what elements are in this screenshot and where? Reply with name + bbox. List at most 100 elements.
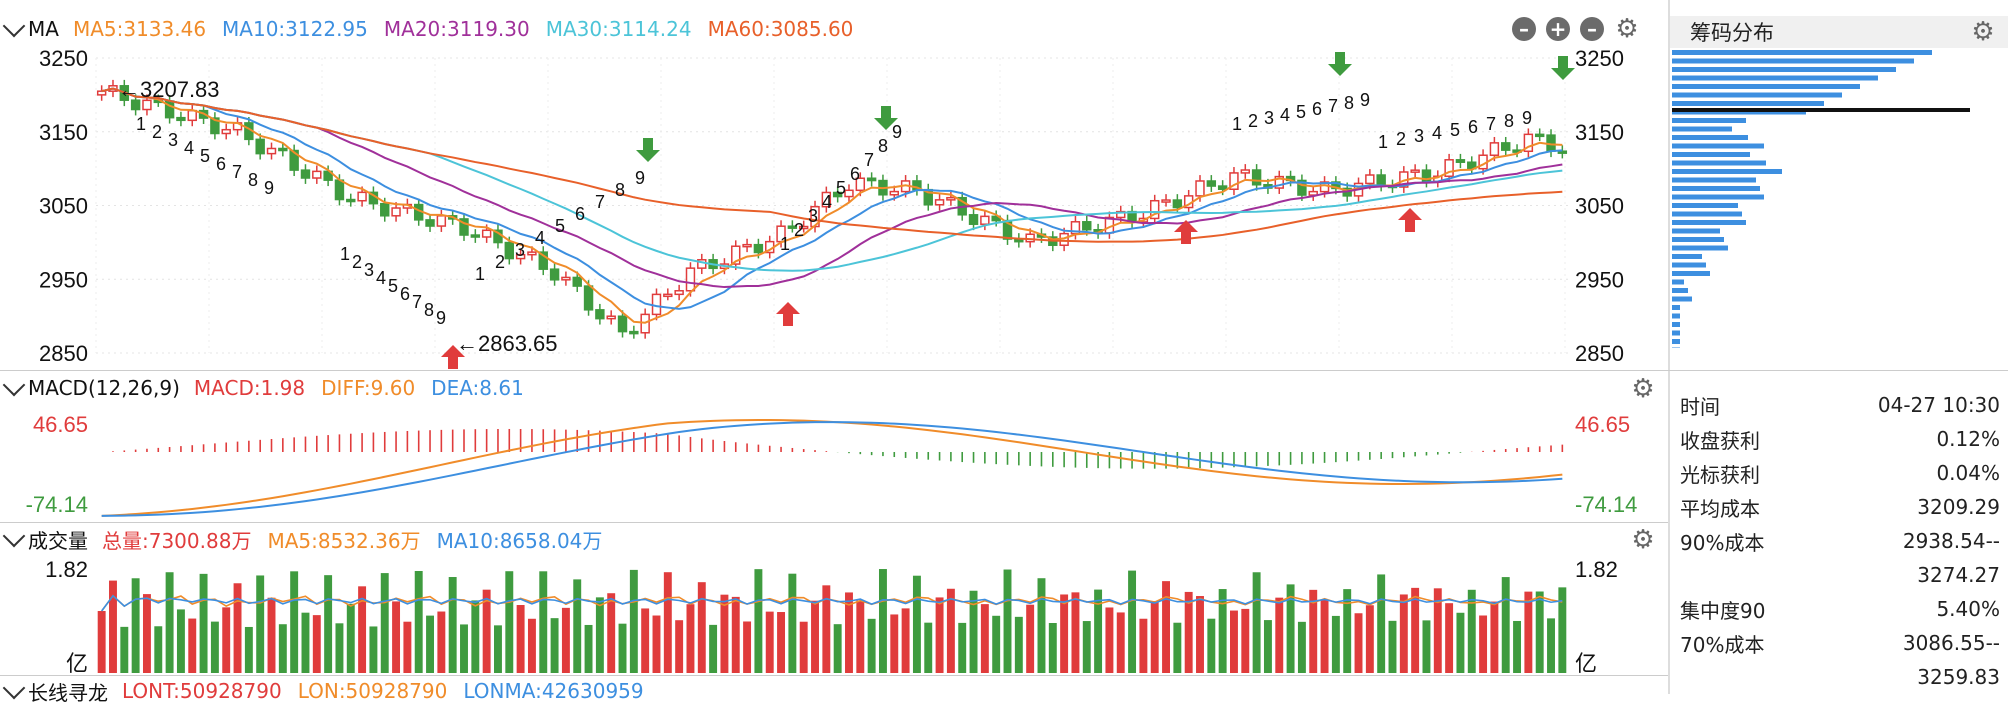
chip-bar [1672, 143, 1764, 149]
volume-bar [1309, 589, 1318, 673]
chip-bar [1672, 339, 1680, 344]
sell-arrow-icon [1551, 56, 1575, 80]
info-row: 3259.83 [1917, 665, 2000, 689]
collapse-chevron-icon[interactable] [2, 14, 26, 38]
volume-bar [1320, 599, 1329, 673]
chip-bar [1672, 126, 1732, 132]
candle-body [289, 149, 299, 171]
candle-body [980, 215, 990, 225]
chip-bar [1672, 237, 1724, 242]
volume-bar [1003, 569, 1012, 673]
volume-ma-line [101, 594, 1563, 612]
price-axis-label: 3250 [39, 46, 88, 71]
low-price-label: ←2863.65 [456, 331, 558, 356]
collapse-chevron-icon[interactable] [2, 676, 26, 700]
td-count-label: 1 [136, 114, 146, 134]
collapse-chevron-icon[interactable] [2, 524, 26, 548]
chip-bar [1672, 305, 1680, 310]
candle-body [1149, 199, 1160, 220]
ma-line [101, 87, 1563, 289]
dea-line [101, 421, 1563, 517]
candle-body [255, 138, 265, 155]
volume-settings-gear-icon[interactable]: ⚙ [1631, 525, 1655, 555]
volume-bar [641, 608, 650, 673]
volume-bar [1184, 591, 1193, 673]
volume-bar [618, 623, 627, 673]
candle-body [572, 276, 582, 287]
candle-body [1297, 179, 1307, 196]
price-chart[interactable]: 3250 3250 3150 3150 3050 3050 2950 2950 2850 2850… [0, 40, 1668, 370]
volume-bar [1331, 615, 1340, 673]
volume-bar [720, 594, 729, 673]
price-axis-label: 2950 [39, 267, 88, 292]
volume-bar [1501, 577, 1510, 673]
macd-chart[interactable]: 46.65 -74.14 46.65 -74.14 [0, 402, 1668, 520]
candle-body [130, 99, 141, 111]
macd-settings-gear-icon[interactable]: ⚙ [1631, 374, 1655, 404]
candle-body [606, 315, 616, 320]
td-count-label: 4 [1280, 105, 1290, 125]
lon-value: LON:50928790 [297, 679, 448, 703]
volume-bar [1252, 572, 1261, 673]
td-count-label: 5 [555, 216, 565, 236]
candle-body [595, 309, 605, 320]
volume-bar [1116, 612, 1125, 673]
td-count-label: 8 [1504, 111, 1514, 131]
volume-bar [165, 572, 174, 673]
chip-settings-gear-icon[interactable]: ⚙ [1971, 17, 1995, 47]
volume-title: 成交量 [28, 528, 88, 553]
ma10-value: MA10:3122.95 [222, 17, 368, 41]
td-count-label: 7 [595, 192, 605, 212]
candle-body [504, 241, 515, 260]
volume-bar [188, 618, 197, 673]
volume-bar [1377, 574, 1386, 673]
volume-bar [1014, 616, 1023, 673]
volume-bar [120, 626, 129, 673]
candle-body [1240, 169, 1251, 174]
volume-bar [1286, 584, 1295, 673]
ma-settings-gear-icon[interactable]: ⚙ [1615, 14, 1639, 44]
volume-bar [1558, 587, 1567, 673]
candle-body [1444, 159, 1454, 178]
volume-bar [1071, 592, 1080, 673]
volume-bar [550, 618, 559, 673]
volume-bar [1241, 608, 1250, 673]
volume-bar [1026, 604, 1035, 673]
candle-body [832, 191, 843, 198]
volume-bar [222, 607, 231, 673]
candle-body [1251, 169, 1262, 186]
td-count-label: 7 [864, 150, 874, 170]
diff-line [101, 419, 1563, 517]
td-count-label: 4 [535, 228, 545, 248]
td-count-label: 9 [264, 178, 274, 198]
volume-bar [109, 580, 117, 673]
candle-body [866, 177, 877, 182]
td-count-label: 3 [168, 130, 178, 150]
sell-arrow-icon [874, 106, 898, 130]
volume-bar [358, 586, 367, 673]
volume-bar [1445, 603, 1454, 673]
td-count-label: 3 [1414, 126, 1424, 146]
ma-header: MA MA5:3133.46 MA10:3122.95 MA20:3119.30… [0, 14, 869, 43]
volume-bar [709, 624, 718, 673]
candle-body [549, 268, 560, 281]
info-row: 70%成本 3086.55-- [1680, 631, 2000, 657]
volume-bar [233, 583, 242, 673]
buy-arrow-icon [1398, 208, 1422, 232]
candle-body [527, 251, 537, 256]
zoom-out-icon[interactable]: – [1580, 17, 1604, 41]
candle-body [266, 147, 277, 155]
td-count-label: 1 [340, 244, 350, 264]
td-count-label: 5 [1450, 120, 1460, 140]
td-count-label: 5 [836, 178, 846, 198]
chip-bar [1672, 160, 1766, 166]
zoom-in-icon[interactable]: + [1546, 17, 1570, 41]
volume-bar [494, 625, 502, 673]
td-count-label: 7 [1486, 114, 1496, 134]
minimize-icon[interactable]: – [1512, 17, 1536, 41]
volume-chart[interactable]: 1.82 亿 1.82 亿 [0, 555, 1668, 675]
candle-body [1025, 233, 1035, 243]
collapse-chevron-icon[interactable] [2, 373, 26, 397]
info-row: 集中度90 5.40% [1680, 597, 2000, 623]
td-count-label: 2 [1248, 111, 1258, 131]
